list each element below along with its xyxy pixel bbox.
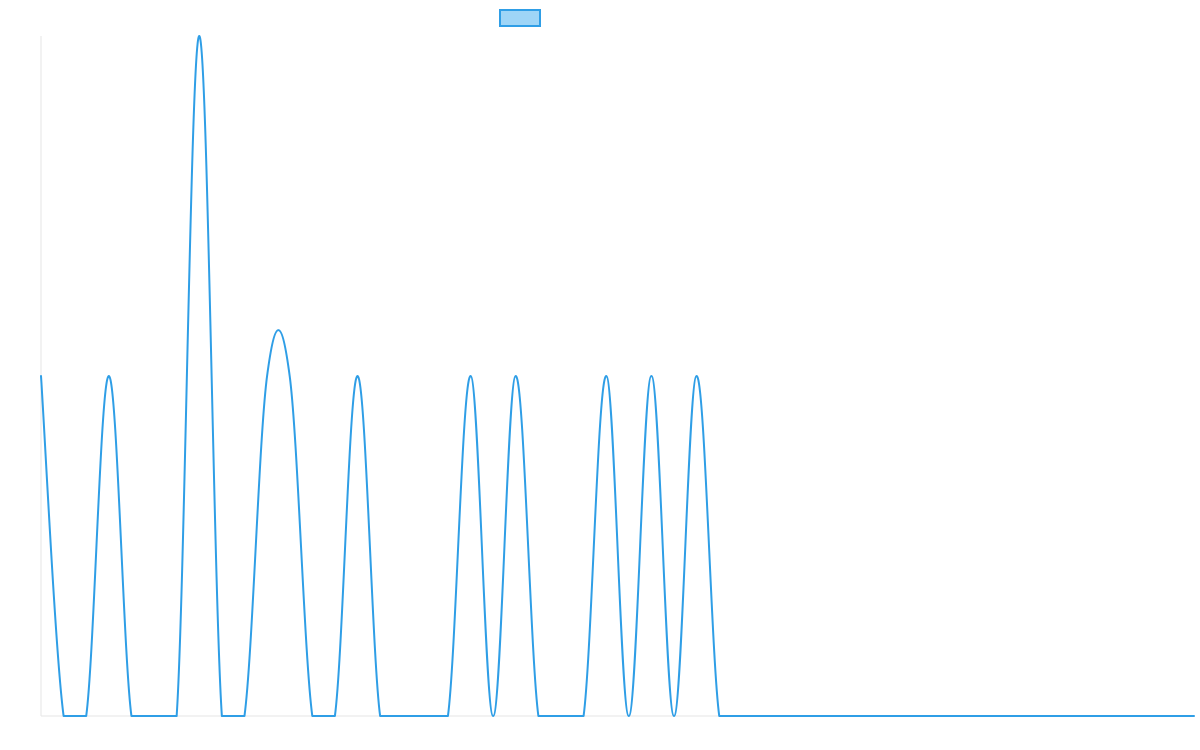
data-series-line	[40, 35, 1195, 717]
legend-swatch	[499, 9, 541, 27]
